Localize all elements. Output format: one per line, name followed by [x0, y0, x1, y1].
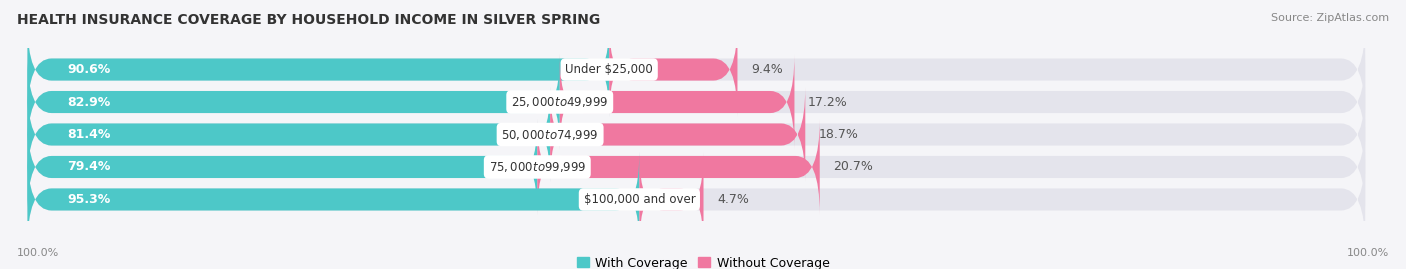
Text: $50,000 to $74,999: $50,000 to $74,999	[502, 128, 599, 141]
FancyBboxPatch shape	[28, 22, 609, 117]
FancyBboxPatch shape	[28, 55, 1365, 150]
FancyBboxPatch shape	[28, 87, 1365, 182]
Text: 79.4%: 79.4%	[67, 161, 111, 174]
FancyBboxPatch shape	[28, 87, 550, 182]
Text: 100.0%: 100.0%	[17, 248, 59, 258]
FancyBboxPatch shape	[28, 55, 560, 150]
Text: 100.0%: 100.0%	[1347, 248, 1389, 258]
Text: $75,000 to $99,999: $75,000 to $99,999	[488, 160, 586, 174]
Text: 20.7%: 20.7%	[834, 161, 873, 174]
Text: 82.9%: 82.9%	[67, 95, 111, 108]
Text: $100,000 and over: $100,000 and over	[583, 193, 695, 206]
Text: 81.4%: 81.4%	[67, 128, 111, 141]
Text: 95.3%: 95.3%	[67, 193, 111, 206]
FancyBboxPatch shape	[28, 119, 1365, 214]
FancyBboxPatch shape	[28, 119, 537, 214]
FancyBboxPatch shape	[640, 152, 703, 247]
FancyBboxPatch shape	[537, 119, 820, 214]
FancyBboxPatch shape	[550, 87, 806, 182]
Text: Under $25,000: Under $25,000	[565, 63, 652, 76]
FancyBboxPatch shape	[28, 152, 1365, 247]
FancyBboxPatch shape	[28, 22, 1365, 117]
Text: 90.6%: 90.6%	[67, 63, 111, 76]
Text: 18.7%: 18.7%	[818, 128, 859, 141]
Text: 9.4%: 9.4%	[751, 63, 783, 76]
Text: 17.2%: 17.2%	[808, 95, 848, 108]
Text: Source: ZipAtlas.com: Source: ZipAtlas.com	[1271, 13, 1389, 23]
FancyBboxPatch shape	[28, 152, 640, 247]
FancyBboxPatch shape	[609, 22, 738, 117]
Text: HEALTH INSURANCE COVERAGE BY HOUSEHOLD INCOME IN SILVER SPRING: HEALTH INSURANCE COVERAGE BY HOUSEHOLD I…	[17, 13, 600, 27]
Text: $25,000 to $49,999: $25,000 to $49,999	[510, 95, 609, 109]
Legend: With Coverage, Without Coverage: With Coverage, Without Coverage	[572, 252, 834, 269]
FancyBboxPatch shape	[560, 55, 794, 150]
Text: 4.7%: 4.7%	[717, 193, 749, 206]
